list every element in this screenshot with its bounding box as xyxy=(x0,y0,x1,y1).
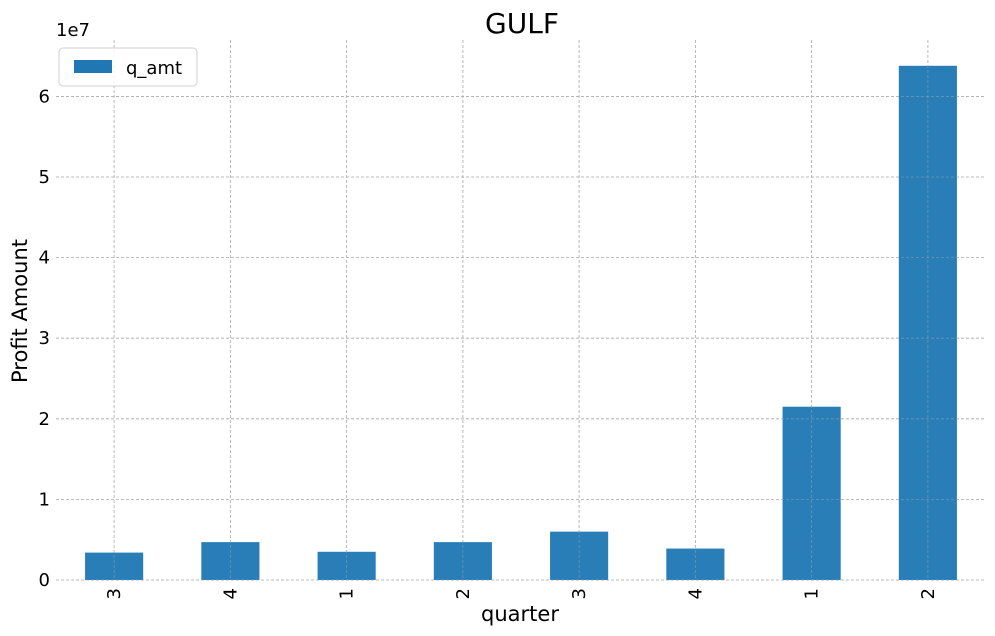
x-tick-label: 1 xyxy=(802,588,823,599)
legend-label-q_amt: q_amt xyxy=(126,58,182,79)
y-tick-label: 0 xyxy=(39,570,50,591)
grid xyxy=(56,40,986,581)
y-tick-label: 5 xyxy=(39,167,50,188)
bars xyxy=(56,40,986,581)
y-axis-ticks: 0 1 2 3 4 5 6 xyxy=(39,86,50,591)
y-tick-label: 2 xyxy=(39,409,50,430)
x-tick-label: 2 xyxy=(918,588,939,599)
y-tick-label: 6 xyxy=(39,86,50,107)
bar-6 xyxy=(666,548,725,580)
legend-swatch-q_amt xyxy=(74,60,112,73)
y-axis-offset-label: 1e7 xyxy=(56,20,90,41)
chart-title: GULF xyxy=(485,7,559,40)
y-tick-label: 1 xyxy=(39,489,50,510)
x-tick-label: 4 xyxy=(220,588,241,599)
y-tick-label: 3 xyxy=(39,328,50,349)
legend-box xyxy=(58,47,198,87)
x-tick-label: 4 xyxy=(685,588,706,599)
x-axis-label: quarter xyxy=(481,602,559,626)
x-tick-label: 3 xyxy=(569,588,590,599)
legend: q_amt xyxy=(58,47,198,87)
x-tick-label: 3 xyxy=(104,588,125,599)
y-tick-label: 4 xyxy=(39,248,50,269)
x-tick-label: 1 xyxy=(337,588,358,599)
y-axis-label: Profit Amount xyxy=(8,239,32,383)
x-tick-label: 2 xyxy=(453,588,474,599)
x-axis-ticks: 3 4 1 2 3 4 1 2 xyxy=(104,588,939,599)
